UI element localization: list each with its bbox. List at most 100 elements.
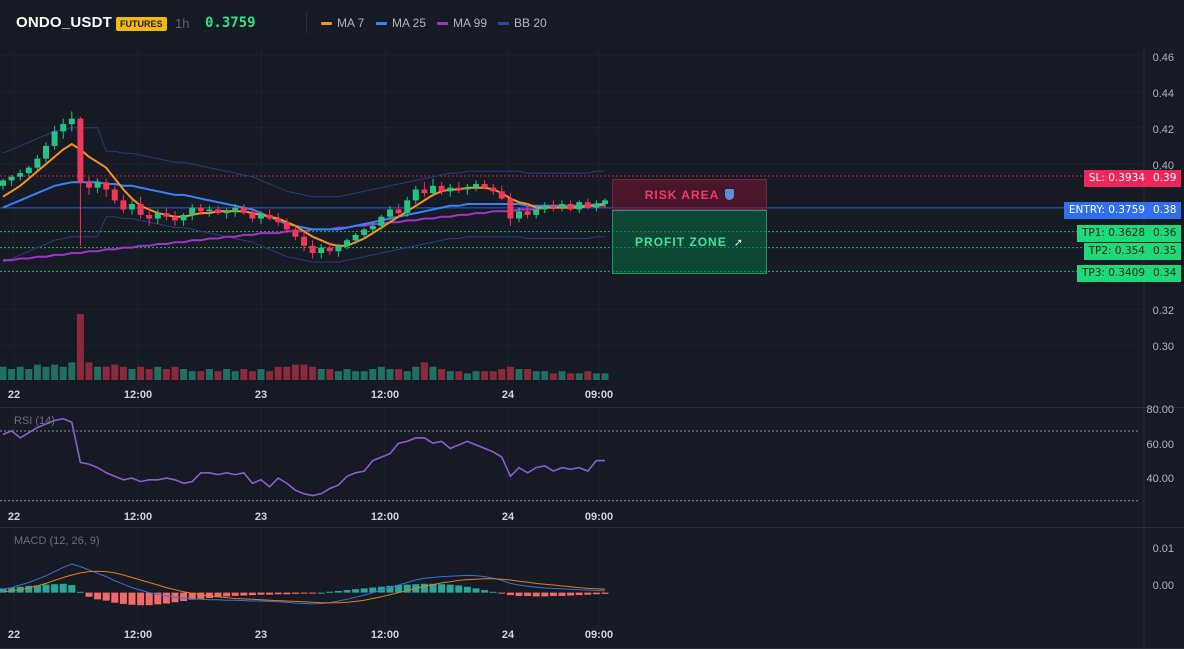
legend-label: MA 99 bbox=[453, 16, 488, 30]
price-chart[interactable] bbox=[0, 46, 1184, 408]
candle-body bbox=[120, 200, 127, 210]
volume-bar bbox=[309, 366, 317, 380]
candle-body bbox=[576, 202, 583, 210]
candle-body bbox=[361, 229, 368, 235]
futures-badge: FUTURES bbox=[116, 17, 167, 31]
volume-bar bbox=[524, 369, 532, 380]
time-tick: 22 bbox=[7, 389, 21, 401]
volume-bar bbox=[584, 371, 592, 380]
macd-pane[interactable]: MACD (12, 26, 9) 0.01 0.00 22 12:00 23 1… bbox=[0, 528, 1184, 649]
candle-body bbox=[430, 185, 436, 194]
tp2-tag: TP2: 0.354 bbox=[1083, 243, 1150, 260]
candle-body bbox=[567, 204, 574, 210]
legend-ma99[interactable]: MA 99 bbox=[437, 16, 487, 30]
volume-bar bbox=[25, 369, 33, 380]
macd-histogram-bar bbox=[283, 592, 291, 595]
symbol-title[interactable]: ONDO_USDT bbox=[16, 14, 112, 31]
macd-histogram-bar bbox=[549, 592, 557, 596]
macd-tick: 0.00 bbox=[1152, 580, 1174, 592]
volume-bar bbox=[317, 369, 325, 380]
volume-bar bbox=[558, 371, 566, 380]
macd-histogram-bar bbox=[214, 592, 222, 598]
volume-bar bbox=[8, 369, 16, 380]
volume-bar bbox=[438, 369, 446, 380]
volume-bar bbox=[567, 373, 575, 380]
volume-bar bbox=[420, 362, 428, 380]
macd-histogram-bar bbox=[257, 592, 265, 595]
candle-body bbox=[412, 189, 419, 201]
candle-body bbox=[473, 184, 479, 188]
volume-bar bbox=[575, 373, 583, 380]
macd-histogram-bar bbox=[429, 583, 437, 593]
legend-swatch bbox=[437, 21, 448, 25]
candle-body bbox=[111, 189, 118, 201]
macd-histogram-bar bbox=[240, 592, 248, 596]
candle-body bbox=[43, 145, 49, 159]
volume-bar bbox=[412, 366, 420, 380]
macd-histogram-bar bbox=[137, 592, 145, 606]
volume-bar bbox=[188, 371, 196, 380]
timeframe-selector[interactable]: 1h bbox=[175, 16, 190, 31]
volume-bar bbox=[343, 369, 351, 380]
volume-bar bbox=[455, 371, 463, 380]
volume-bar bbox=[94, 366, 102, 380]
volume-bar bbox=[214, 371, 222, 380]
risk-area-zone: RISK AREA bbox=[612, 179, 767, 210]
candle-body bbox=[189, 207, 196, 215]
time-tick: 09:00 bbox=[584, 629, 614, 641]
candle-body bbox=[490, 187, 497, 192]
candle-body bbox=[395, 209, 402, 214]
candle-body bbox=[154, 213, 161, 219]
rsi-chart[interactable] bbox=[0, 408, 1184, 528]
macd-tick: 0.01 bbox=[1152, 543, 1174, 555]
legend-label: MA 7 bbox=[337, 16, 365, 30]
volume-bar bbox=[0, 366, 7, 380]
candle-body bbox=[129, 204, 135, 210]
macd-histogram-bar bbox=[317, 592, 325, 594]
rsi-pane[interactable]: RSI (14) 80.00 60.00 40.00 22 12:00 23 1… bbox=[0, 404, 1184, 528]
bollinger-lower-band bbox=[2, 216, 605, 263]
macd-histogram-bar bbox=[51, 584, 59, 593]
macd-histogram-bar bbox=[33, 585, 41, 593]
macd-histogram-bar bbox=[438, 584, 446, 593]
legend-swatch bbox=[498, 21, 509, 25]
macd-histogram-bar bbox=[584, 592, 592, 595]
header-divider bbox=[306, 12, 307, 34]
macd-histogram-bar bbox=[102, 592, 110, 601]
candle-body bbox=[60, 124, 67, 132]
macd-histogram-bar bbox=[489, 591, 497, 593]
volume-bar bbox=[515, 369, 523, 380]
legend-swatch bbox=[321, 21, 332, 25]
tp3-tag: TP3: 0.3409 bbox=[1076, 265, 1150, 282]
volume-bar bbox=[549, 373, 557, 380]
macd-histogram-bar bbox=[94, 592, 102, 600]
volume-bar bbox=[532, 371, 540, 380]
chart-header: ONDO_USDT FUTURES 1h 0.3759 MA 7 MA 25 M… bbox=[0, 0, 1184, 46]
macd-histogram-bar bbox=[532, 592, 540, 597]
legend-bb20[interactable]: BB 20 bbox=[498, 16, 547, 30]
macd-histogram-bar bbox=[0, 588, 7, 593]
candle-body bbox=[455, 187, 462, 190]
macd-histogram-bar bbox=[145, 592, 153, 606]
volume-bar bbox=[481, 371, 489, 380]
candle-body bbox=[602, 200, 608, 205]
candle-body bbox=[51, 131, 58, 146]
volume-bar bbox=[111, 364, 119, 380]
volume-bar bbox=[403, 371, 411, 380]
rocket-icon: ➚ bbox=[733, 236, 744, 249]
candle-body bbox=[232, 207, 239, 212]
candle-body bbox=[249, 213, 256, 219]
candle-body bbox=[550, 205, 557, 208]
price-pane[interactable]: 0.46 0.44 0.42 0.40 0.32 0.30 RISK AREA … bbox=[0, 46, 1184, 408]
price-tick: 0.40 bbox=[1152, 160, 1174, 172]
legend-ma7[interactable]: MA 7 bbox=[321, 16, 364, 30]
volume-bar bbox=[42, 366, 50, 380]
macd-histogram-bar bbox=[386, 585, 394, 593]
legend-ma25[interactable]: MA 25 bbox=[376, 16, 426, 30]
candle-body bbox=[103, 182, 110, 190]
time-tick: 09:00 bbox=[584, 511, 614, 523]
macd-histogram-bar bbox=[334, 590, 342, 593]
macd-histogram-bar bbox=[128, 592, 136, 605]
volume-bar bbox=[240, 369, 248, 380]
volume-bar bbox=[257, 369, 265, 380]
